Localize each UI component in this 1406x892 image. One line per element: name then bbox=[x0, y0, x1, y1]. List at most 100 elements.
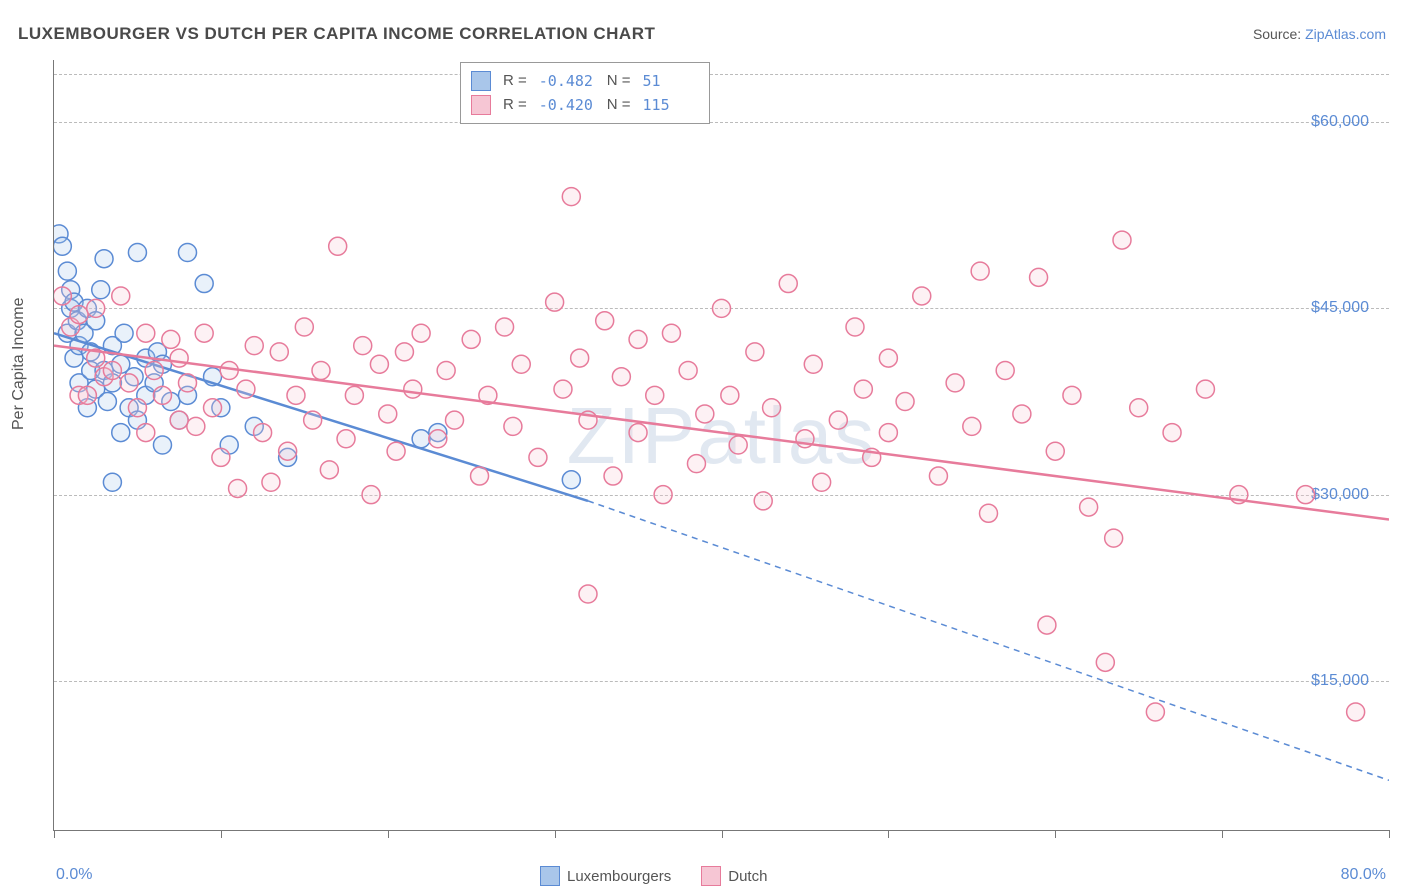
data-point bbox=[612, 368, 630, 386]
data-point bbox=[153, 436, 171, 454]
x-tick bbox=[1389, 830, 1390, 838]
data-point bbox=[295, 318, 313, 336]
data-point bbox=[287, 386, 305, 404]
data-point bbox=[763, 399, 781, 417]
data-point bbox=[153, 386, 171, 404]
data-point bbox=[629, 330, 647, 348]
data-point bbox=[245, 337, 263, 355]
data-point bbox=[696, 405, 714, 423]
legend-swatch bbox=[471, 71, 491, 91]
data-point bbox=[379, 405, 397, 423]
legend-label: Luxembourgers bbox=[567, 868, 671, 885]
data-point bbox=[1297, 486, 1315, 504]
data-point bbox=[1013, 405, 1031, 423]
data-point bbox=[929, 467, 947, 485]
data-point bbox=[579, 585, 597, 603]
data-point bbox=[496, 318, 514, 336]
data-point bbox=[54, 287, 71, 305]
data-point bbox=[1030, 268, 1048, 286]
data-point bbox=[754, 492, 772, 510]
data-point bbox=[170, 349, 188, 367]
source-attribution: Source: ZipAtlas.com bbox=[1253, 26, 1386, 42]
stat-n-value: 51 bbox=[643, 69, 699, 93]
y-axis-label: Per Capita Income bbox=[10, 297, 28, 430]
data-point bbox=[337, 430, 355, 448]
stat-r-value: -0.420 bbox=[539, 93, 595, 117]
x-tick bbox=[555, 830, 556, 838]
data-point bbox=[270, 343, 288, 361]
chart-title: LUXEMBOURGER VS DUTCH PER CAPITA INCOME … bbox=[18, 24, 655, 44]
series-legend: Luxembourgers Dutch bbox=[540, 866, 767, 886]
data-point bbox=[92, 281, 110, 299]
data-point bbox=[304, 411, 322, 429]
data-point bbox=[137, 324, 155, 342]
data-point bbox=[913, 287, 931, 305]
data-point bbox=[179, 244, 197, 262]
data-point bbox=[115, 324, 133, 342]
data-point bbox=[746, 343, 764, 361]
stat-n-label: N = bbox=[607, 69, 631, 93]
data-point bbox=[896, 393, 914, 411]
x-tick bbox=[54, 830, 55, 838]
data-point bbox=[170, 411, 188, 429]
data-point bbox=[654, 486, 672, 504]
x-axis-max-label: 80.0% bbox=[1341, 866, 1386, 884]
data-point bbox=[279, 442, 297, 460]
data-point bbox=[846, 318, 864, 336]
data-point bbox=[162, 330, 180, 348]
data-point bbox=[437, 361, 455, 379]
data-point bbox=[1347, 703, 1365, 721]
legend-item: Luxembourgers bbox=[540, 866, 671, 886]
data-point bbox=[412, 430, 430, 448]
data-point bbox=[103, 473, 121, 491]
trend-line-extrapolated bbox=[588, 501, 1389, 780]
data-point bbox=[362, 486, 380, 504]
data-point bbox=[529, 448, 547, 466]
data-point bbox=[512, 355, 530, 373]
data-point bbox=[404, 380, 422, 398]
data-point bbox=[87, 299, 105, 317]
data-point bbox=[779, 275, 797, 293]
data-point bbox=[596, 312, 614, 330]
source-prefix: Source: bbox=[1253, 26, 1305, 42]
data-point bbox=[1146, 703, 1164, 721]
data-point bbox=[120, 374, 138, 392]
data-point bbox=[204, 399, 222, 417]
data-point bbox=[687, 455, 705, 473]
data-point bbox=[1130, 399, 1148, 417]
data-point bbox=[128, 399, 146, 417]
legend-swatch bbox=[701, 866, 721, 886]
data-point bbox=[112, 424, 130, 442]
data-point bbox=[1163, 424, 1181, 442]
data-point bbox=[662, 324, 680, 342]
data-point bbox=[713, 299, 731, 317]
data-point bbox=[963, 417, 981, 435]
data-point bbox=[262, 473, 280, 491]
legend-swatch bbox=[471, 95, 491, 115]
data-point bbox=[1046, 442, 1064, 460]
source-link[interactable]: ZipAtlas.com bbox=[1305, 26, 1386, 42]
data-point bbox=[829, 411, 847, 429]
x-tick bbox=[722, 830, 723, 838]
data-point bbox=[187, 417, 205, 435]
data-point bbox=[996, 361, 1014, 379]
legend-label: Dutch bbox=[728, 868, 767, 885]
stat-r-label: R = bbox=[503, 69, 527, 93]
x-tick bbox=[1222, 830, 1223, 838]
data-point bbox=[554, 380, 572, 398]
data-point bbox=[646, 386, 664, 404]
data-point bbox=[721, 386, 739, 404]
data-point bbox=[137, 424, 155, 442]
data-point bbox=[237, 380, 255, 398]
data-point bbox=[1113, 231, 1131, 249]
stat-n-label: N = bbox=[607, 93, 631, 117]
data-point bbox=[1105, 529, 1123, 547]
data-point bbox=[629, 424, 647, 442]
data-point bbox=[412, 324, 430, 342]
data-point bbox=[446, 411, 464, 429]
stats-legend: R =-0.482N =51R =-0.420N =115 bbox=[460, 62, 710, 124]
data-point bbox=[1038, 616, 1056, 634]
data-point bbox=[504, 417, 522, 435]
stat-n-value: 115 bbox=[643, 93, 699, 117]
data-point bbox=[854, 380, 872, 398]
